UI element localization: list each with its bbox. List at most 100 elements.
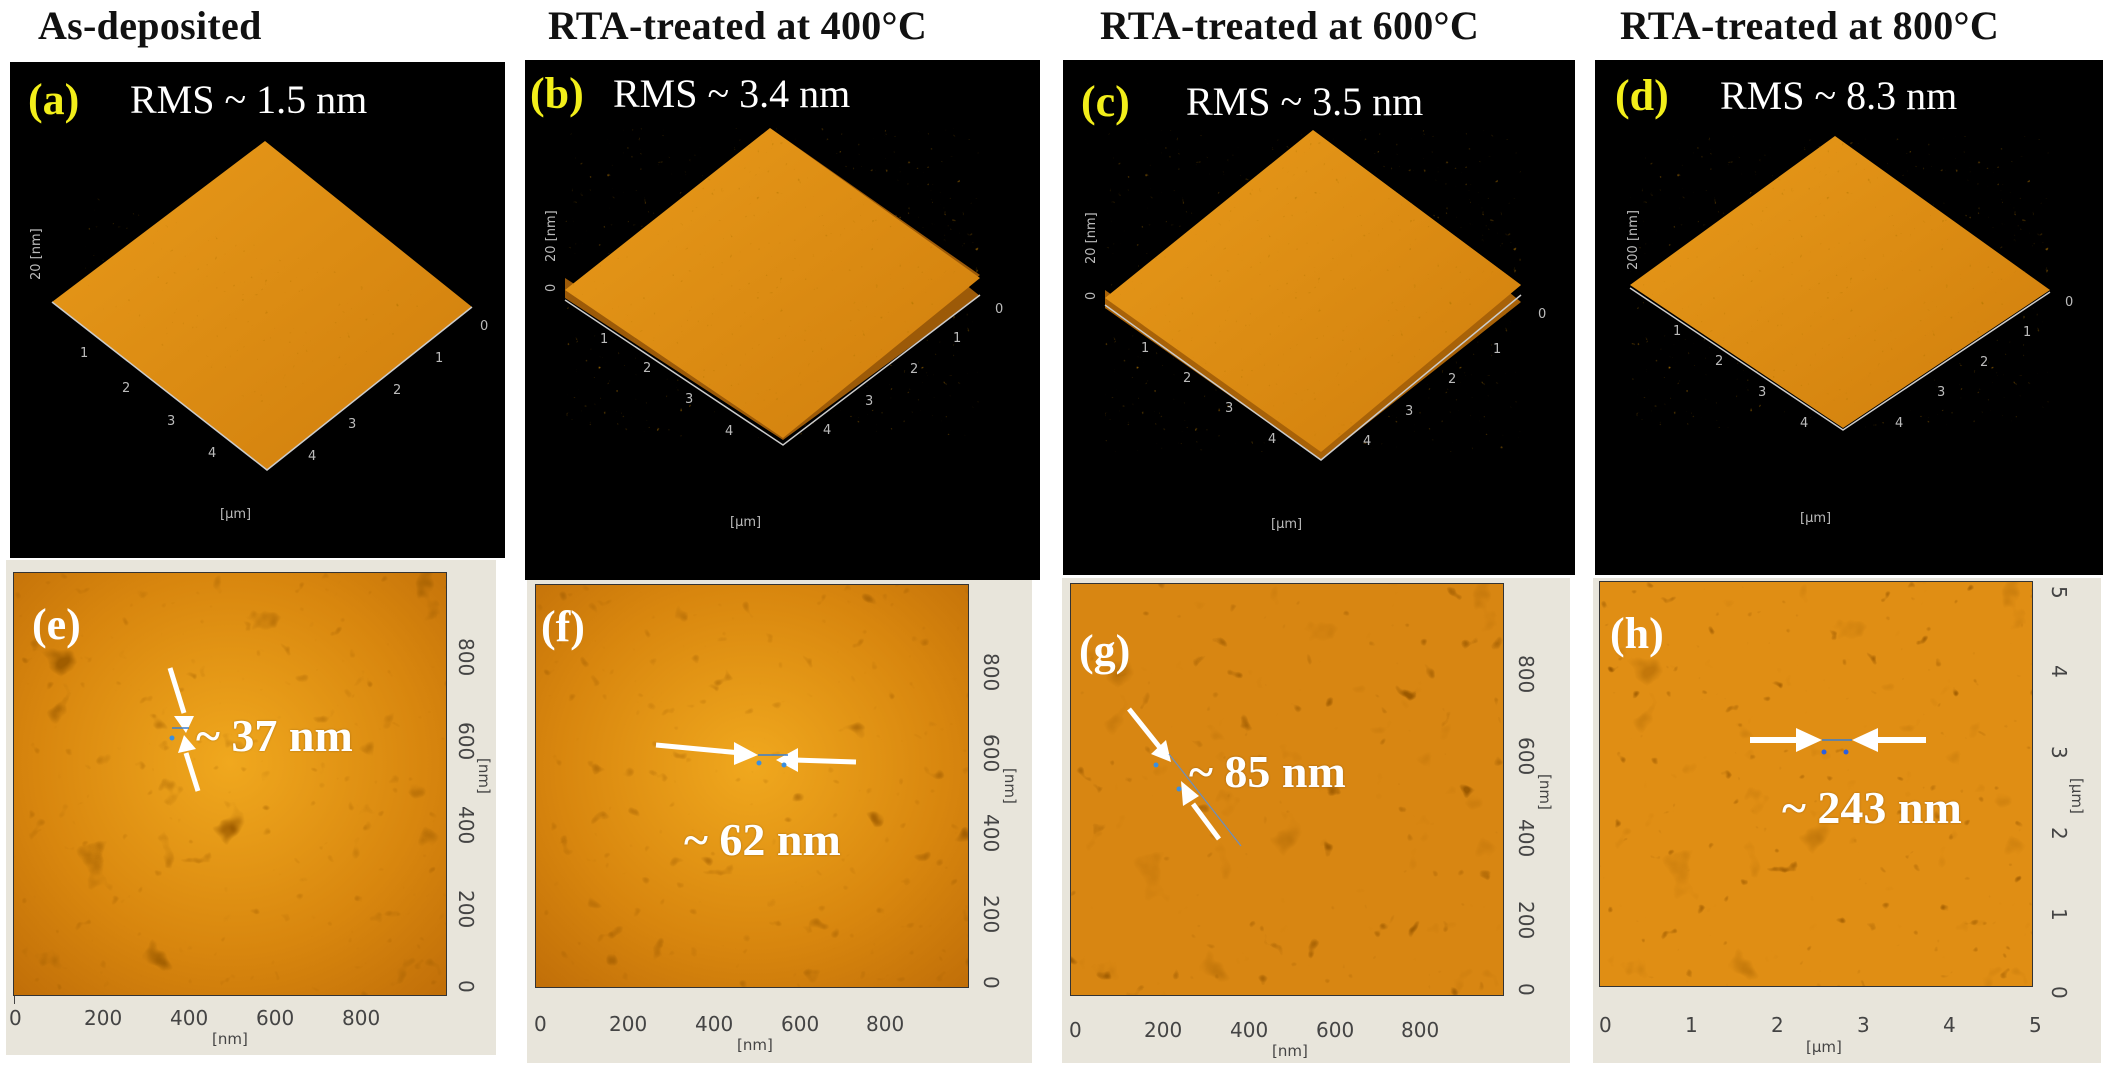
panel-label-f: (f) — [541, 602, 585, 651]
x-tick-400-e: 400 — [170, 1006, 209, 1030]
afm-3d-panel-b: (b) RMS ~ 3.4 nm 20 [nm] 0 1 2 3 4 0 1 2… — [525, 60, 1040, 580]
x-tick-2-h: 2 — [1771, 1013, 1784, 1037]
grain-size-measurement-g: ~ 85 nm — [1189, 746, 1346, 797]
y-tick-4-b: 4 — [823, 423, 832, 438]
z-tick-0-c: 0 — [1084, 291, 1099, 300]
afm-height-map-h: (h) ~ 243 nm — [1599, 581, 2033, 987]
x-unit-h: [µm] — [1806, 1038, 1842, 1056]
panel-label-c: (c) — [1081, 77, 1130, 126]
x-tick-0-g: 0 — [1069, 1018, 1082, 1042]
column-title-rta-400: RTA-treated at 400°C — [548, 3, 928, 48]
z-tick-0-b: 0 — [544, 283, 559, 292]
x-tick-4-a: 4 — [208, 446, 217, 461]
x-tick-2-d: 2 — [1715, 354, 1724, 369]
y-tick-3-a: 3 — [348, 417, 357, 432]
afm-3d-surface-b — [564, 128, 981, 446]
column-title-rta-800: RTA-treated at 800°C — [1620, 3, 2000, 48]
x-tick-1-d: 1 — [1673, 324, 1682, 339]
y-tick-3-c: 3 — [1405, 404, 1414, 419]
grain-size-measurement-e: ~ 37 nm — [196, 710, 353, 761]
x-tick-2-c: 2 — [1183, 371, 1192, 386]
panel-label-g: (g) — [1079, 626, 1131, 675]
xy-unit-label-c: [µm] — [1271, 517, 1303, 532]
y-tick-3-h: 3 — [2047, 746, 2071, 759]
afm-height-map-g: (g) ~ 85 nm — [1070, 583, 1504, 996]
x-tick-0-e: 0 — [9, 1006, 22, 1030]
x-tick-200-g: 200 — [1144, 1018, 1183, 1042]
y-tick-1-d: 1 — [2023, 325, 2032, 340]
y-tick-0-h: 0 — [2047, 986, 2071, 999]
y-tick-2-b: 2 — [910, 362, 919, 377]
y-tick-0-d: 0 — [2065, 295, 2074, 310]
x-tick-1-a: 1 — [80, 346, 89, 361]
x-tick-0-h: 0 — [1599, 1013, 1612, 1037]
rms-value-d: RMS ~ 8.3 nm — [1720, 73, 1958, 118]
y-tick-0-c: 0 — [1538, 307, 1547, 322]
y-tick-200-e: 200 — [454, 890, 478, 929]
x-tick-4-h: 4 — [1943, 1013, 1956, 1037]
y-tick-2-h: 2 — [2047, 827, 2071, 840]
x-tick-600-g: 600 — [1316, 1018, 1355, 1042]
y-tick-0-g: 0 — [1514, 983, 1538, 996]
y-tick-400-f: 400 — [979, 814, 1003, 853]
rms-value-c: RMS ~ 3.5 nm — [1186, 79, 1424, 124]
x-tick-600-f: 600 — [781, 1012, 820, 1036]
xy-unit-label-d: [µm] — [1800, 511, 1832, 526]
grain-size-measurement-h: ~ 243 nm — [1782, 782, 1962, 833]
y-tick-200-f: 200 — [979, 895, 1003, 934]
x-tick-1-b: 1 — [600, 332, 609, 347]
y-unit-g: [nm] — [1536, 774, 1554, 810]
afm-2d-panel-h: (h) ~ 243 nm 0 1 2 3 4 5 [µm] 0 1 2 3 4 … — [1593, 578, 2101, 1063]
x-tick-1-c: 1 — [1141, 341, 1150, 356]
x-tick-800-f: 800 — [866, 1012, 905, 1036]
y-tick-1-c: 1 — [1493, 342, 1502, 357]
z-axis-label-d: 200 [nm] — [1626, 210, 1641, 270]
afm-3d-surface-c — [1104, 130, 1522, 461]
measurement-arrows-f — [655, 742, 857, 772]
x-tick-200-e: 200 — [84, 1006, 123, 1030]
y-tick-3-b: 3 — [865, 394, 874, 409]
afm-3d-panel-a: (a) RMS ~ 1.5 nm 20 [nm] 1 2 3 4 0 1 2 3… — [10, 62, 505, 558]
xy-unit-label-b: [µm] — [730, 515, 762, 530]
x-tick-1-h: 1 — [1685, 1013, 1698, 1037]
y-tick-4-d: 4 — [1895, 416, 1904, 431]
afm-3d-panel-c: (c) RMS ~ 3.5 nm 20 [nm] 0 1 2 3 4 0 1 2… — [1063, 60, 1575, 575]
y-tick-3-d: 3 — [1937, 385, 1946, 400]
x-unit-g: [nm] — [1272, 1042, 1308, 1060]
y-tick-600-g: 600 — [1514, 737, 1538, 776]
x-tick-400-f: 400 — [695, 1012, 734, 1036]
rms-value-a: RMS ~ 1.5 nm — [130, 77, 368, 122]
x-tick-800-g: 800 — [1401, 1018, 1440, 1042]
y-tick-600-f: 600 — [979, 734, 1003, 773]
panel-label-b: (b) — [530, 69, 584, 118]
y-tick-4-h: 4 — [2047, 665, 2071, 678]
y-tick-800-g: 800 — [1514, 655, 1538, 694]
measurement-arrows-g — [1127, 707, 1242, 847]
x-tick-3-d: 3 — [1758, 385, 1767, 400]
rms-value-b: RMS ~ 3.4 nm — [613, 71, 851, 116]
x-tick-400-g: 400 — [1230, 1018, 1269, 1042]
afm-height-map-f: (f) ~ 62 nm — [535, 584, 969, 988]
y-tick-2-c: 2 — [1448, 372, 1457, 387]
x-tick-4-b: 4 — [725, 424, 734, 439]
x-tick-2-a: 2 — [122, 381, 131, 396]
z-axis-label-b: 20 [nm] — [544, 210, 559, 262]
y-tick-0-a: 0 — [480, 319, 489, 334]
y-tick-0-b: 0 — [995, 302, 1004, 317]
y-tick-4-c: 4 — [1363, 434, 1372, 449]
y-tick-1-a: 1 — [435, 351, 444, 366]
afm-3d-panel-d: (d) RMS ~ 8.3 nm 200 [nm] 1 2 3 4 0 1 2 … — [1595, 60, 2103, 575]
column-title-as-deposited: As-deposited — [38, 3, 262, 48]
y-tick-0-e: 0 — [454, 980, 478, 993]
z-axis-label-a: 20 [nm] — [29, 228, 44, 280]
y-tick-400-e: 400 — [454, 806, 478, 845]
panel-label-a: (a) — [28, 75, 80, 124]
x-tick-600-e: 600 — [256, 1006, 295, 1030]
x-tick-3-b: 3 — [685, 392, 694, 407]
x-tick-3-h: 3 — [1857, 1013, 1870, 1037]
column-title-rta-600: RTA-treated at 600°C — [1100, 3, 1480, 48]
panel-label-e: (e) — [32, 600, 81, 649]
x-tick-200-f: 200 — [609, 1012, 648, 1036]
y-tick-600-e: 600 — [454, 722, 478, 761]
y-tick-800-e: 800 — [454, 638, 478, 677]
